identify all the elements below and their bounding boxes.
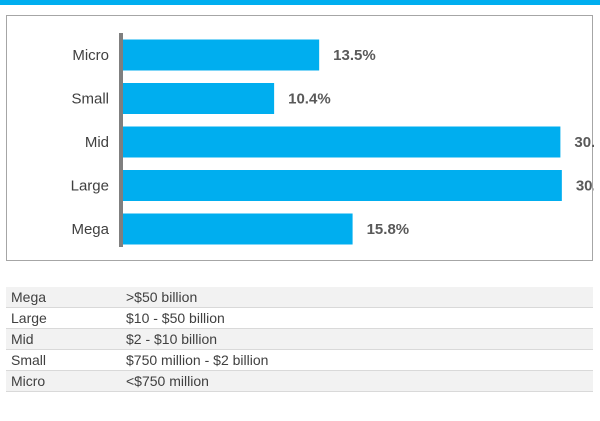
- table-row: Large $10 - $50 billion: [6, 307, 593, 329]
- category-label-mega: Mega: [71, 221, 109, 238]
- size-name-cell: Micro: [6, 370, 121, 392]
- size-range-cell: $10 - $50 billion: [121, 307, 593, 329]
- size-name-cell: Mega: [6, 287, 121, 308]
- value-label-large: 30.2%: [576, 178, 594, 195]
- size-legend-table: Mega >$50 billion Large $10 - $50 billion Mi…: [6, 287, 593, 392]
- bar-mid: [123, 126, 561, 158]
- table-row: Mega >$50 billion: [6, 287, 593, 308]
- table-row: Mid $2 - $10 billion: [6, 328, 593, 350]
- size-range-cell: $2 - $10 billion: [121, 328, 593, 350]
- table-row: Micro <$750 million: [6, 370, 593, 392]
- bar-large: [123, 170, 562, 201]
- category-label-large: Large: [71, 178, 109, 195]
- bar-chart: Micro 13.5% Small 10.4% Mid 30.1% Large 30.2% Me…: [71, 33, 594, 247]
- size-range-cell: >$50 billion: [121, 287, 593, 308]
- bar-chart-panel: Micro 13.5% Small 10.4% Mid 30.1% Large 30.2% Me…: [6, 15, 594, 261]
- table-row: Small $750 million - $2 billion: [6, 349, 593, 371]
- value-label-mid: 30.1%: [574, 134, 594, 151]
- value-label-mega: 15.8%: [367, 221, 410, 238]
- header-accent-bar: [0, 0, 600, 5]
- size-name-cell: Large: [6, 307, 121, 329]
- category-label-micro: Micro: [72, 47, 109, 64]
- bar-mega: [123, 213, 353, 245]
- size-range-cell: $750 million - $2 billion: [121, 349, 593, 371]
- size-name-cell: Mid: [6, 328, 121, 350]
- size-name-cell: Small: [6, 349, 121, 371]
- bar-small: [123, 83, 275, 114]
- category-label-small: Small: [71, 91, 109, 108]
- value-label-small: 10.4%: [288, 91, 331, 108]
- category-label-mid: Mid: [85, 134, 109, 151]
- value-label-micro: 13.5%: [333, 47, 376, 64]
- size-range-cell: <$750 million: [121, 370, 593, 392]
- bar-micro: [123, 39, 320, 71]
